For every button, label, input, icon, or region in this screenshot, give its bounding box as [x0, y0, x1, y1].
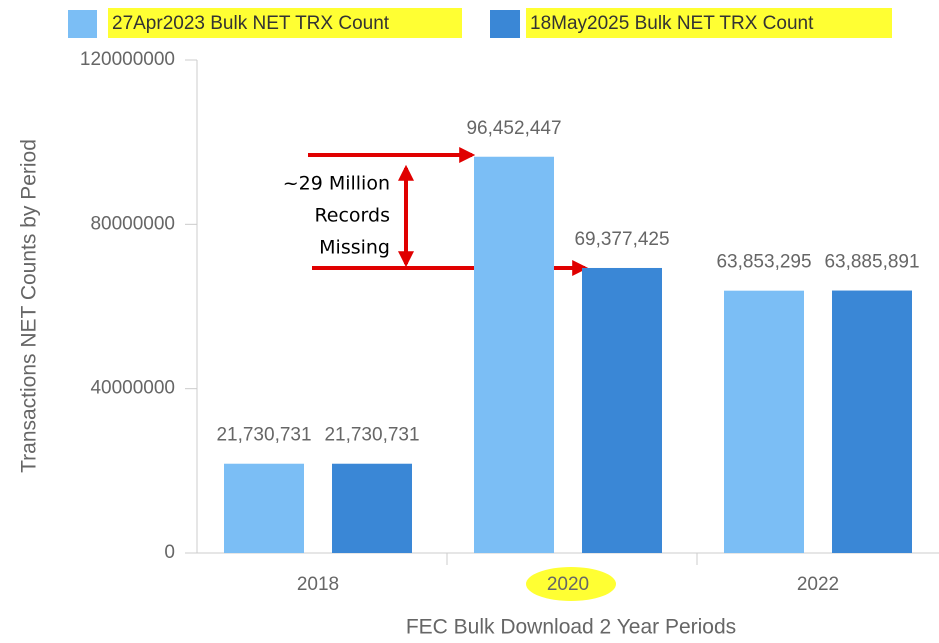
annotation: Records [314, 205, 390, 227]
y-tick-label: 120000000 [80, 49, 175, 70]
annotation: Missing [319, 237, 390, 259]
x-tick-label: 2022 [797, 574, 839, 595]
y-tick-label: 40000000 [90, 378, 175, 399]
data-label: 63,853,295 [716, 252, 811, 273]
bar [582, 267, 662, 553]
legend-highlight [108, 8, 462, 38]
legend-label: 18May2025 Bulk NET TRX Count [530, 13, 814, 34]
category-highlight [526, 567, 616, 601]
legend-swatch [490, 10, 520, 38]
y-tick-label: 80000000 [90, 213, 175, 234]
x-tick-label: 2018 [297, 574, 339, 595]
bar [832, 290, 912, 553]
bar [332, 463, 412, 553]
y-axis-title: Transactions NET Counts by Period [18, 139, 41, 473]
data-label: 69,377,425 [574, 229, 669, 250]
data-label: 21,730,731 [216, 425, 311, 446]
annotation: ~29 Million [283, 173, 390, 195]
data-label: 21,730,731 [324, 425, 419, 446]
legend-swatch [68, 10, 97, 38]
x-axis-title: FEC Bulk Download 2 Year Periods [406, 616, 736, 639]
legend-highlight [526, 8, 892, 38]
data-label: 96,452,447 [466, 118, 561, 139]
x-tick-label: 2020 [547, 574, 589, 595]
data-label: 63,885,891 [824, 252, 919, 273]
bar [724, 290, 804, 553]
legend-label: 27Apr2023 Bulk NET TRX Count [112, 13, 390, 34]
bar [474, 156, 554, 553]
bar [224, 463, 304, 553]
y-tick-label: 0 [164, 542, 175, 563]
